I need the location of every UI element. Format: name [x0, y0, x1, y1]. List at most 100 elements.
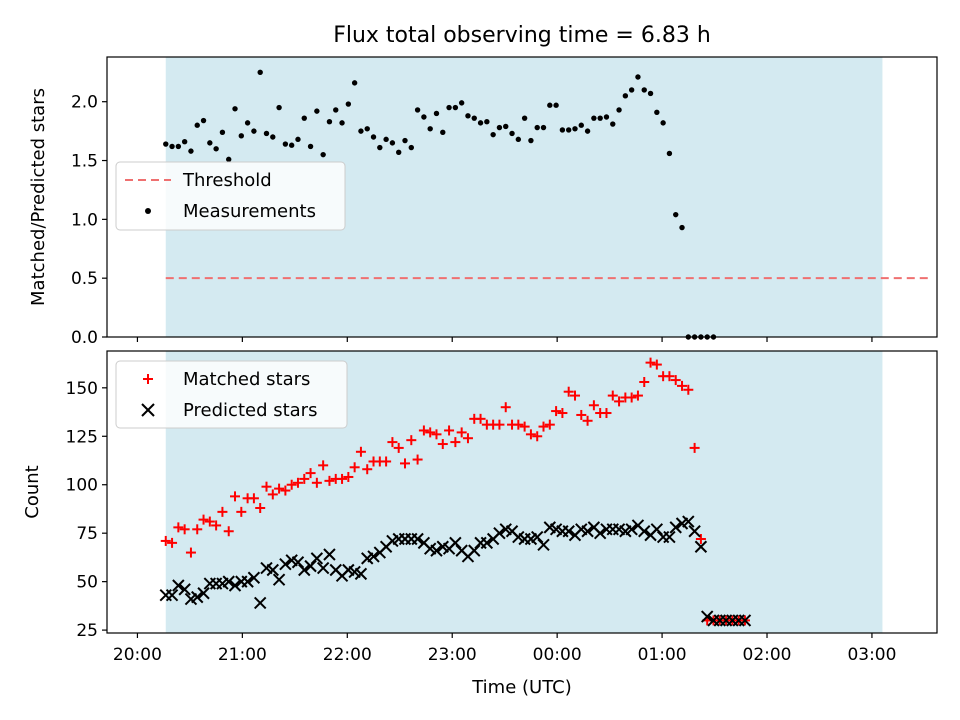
predicted-star-point	[323, 548, 336, 561]
matched-star-point	[576, 409, 587, 420]
matched-star-point	[645, 357, 656, 368]
measurement-point	[238, 133, 245, 139]
top-legend-box	[115, 161, 346, 231]
matched-star-point	[173, 522, 184, 533]
predicted-star-point	[367, 550, 380, 563]
matched-star-point	[355, 446, 366, 457]
matched-star-point	[267, 489, 278, 500]
measurement-point	[578, 122, 584, 128]
predicted-star-point	[411, 532, 424, 546]
x-axis-label: Time (UTC)	[471, 677, 572, 698]
measurement-point	[175, 143, 182, 150]
measurement-point	[207, 140, 213, 146]
matched-star-point	[185, 547, 196, 558]
measurement-point	[339, 120, 345, 126]
matched-star-point	[261, 481, 272, 492]
measurement-point	[301, 115, 307, 121]
matched-star-point	[689, 442, 700, 453]
measurement-point	[528, 137, 534, 144]
measurement-point	[295, 136, 301, 143]
measurement-point	[396, 149, 402, 155]
matched-star-point	[444, 425, 455, 436]
matched-star-point	[494, 419, 505, 430]
measurement-point	[547, 102, 553, 108]
matched-star-point	[400, 458, 411, 469]
measurement-point	[559, 127, 566, 133]
y-tick-label: 0.0	[71, 328, 98, 348]
measurement-point	[326, 119, 333, 125]
matched-star-point	[632, 390, 643, 401]
predicted-star-point	[291, 556, 305, 569]
measurement-point	[660, 120, 666, 126]
matched-star-point	[664, 371, 675, 382]
measurement-point	[421, 114, 427, 120]
matched-star-point	[299, 473, 310, 484]
matched-star-point	[538, 421, 549, 432]
x-tick-label: 23:00	[428, 645, 477, 665]
measurement-point	[641, 87, 647, 93]
matched-star-point	[311, 477, 322, 488]
matched-star-point	[670, 375, 681, 386]
matched-star-point	[425, 427, 436, 438]
matched-star-point	[223, 526, 234, 537]
measurement-point	[471, 115, 477, 121]
x-tick-label: 01:00	[638, 645, 687, 665]
measurement-point	[226, 156, 232, 163]
matched-star-point	[274, 483, 285, 494]
matched-star-point	[437, 439, 448, 450]
matched-star-point	[626, 392, 637, 403]
matched-star-point	[475, 413, 486, 424]
bottom-y-axis-label: Count	[22, 465, 43, 518]
predicted-star-point	[581, 525, 594, 538]
predicted-star-point	[266, 563, 279, 577]
predicted-star-point	[228, 579, 242, 592]
predicted-star-point	[253, 596, 267, 610]
measurement-point	[673, 211, 679, 218]
measurement-point	[188, 148, 194, 154]
top-legend: Threshold Measurements	[115, 161, 346, 231]
measurement-point	[465, 113, 471, 119]
matched-star-point	[292, 477, 303, 488]
chart-title: Flux total observing time = 6.83 h	[333, 23, 711, 48]
measurement-point	[169, 143, 175, 150]
measurement-point	[496, 124, 503, 131]
bottom-legend-box	[115, 360, 348, 429]
measurement-point	[572, 126, 578, 132]
x-tick-label: 03:00	[847, 645, 896, 665]
predicted-star-point	[172, 579, 185, 592]
predicted-star-point	[222, 575, 235, 588]
matched-star-point	[198, 514, 209, 525]
measurement-point	[433, 110, 440, 117]
predicted-legend-label: Predicted stars	[183, 400, 317, 421]
predicted-star-point	[247, 571, 261, 584]
matched-star-point	[236, 506, 247, 517]
matched-star-point	[318, 460, 329, 471]
matched-star-point	[349, 462, 360, 473]
measurement-point	[288, 142, 295, 148]
matched-star-point	[217, 506, 228, 517]
matched-star-point	[160, 535, 171, 546]
matched-star-point	[192, 524, 203, 535]
matched-star-point	[569, 390, 580, 401]
top-axes-frame	[106, 56, 938, 338]
measurement-point	[534, 124, 540, 131]
matched-star-point	[614, 396, 625, 407]
matched-star-point	[255, 502, 266, 513]
bottom-x-ticks: 20:00 21:00 22:00 23:00 00:00 01:00 02:00 03:00	[113, 633, 896, 665]
predicted-star-point	[449, 536, 462, 550]
threshold-legend-label: Threshold	[182, 170, 272, 191]
matched-star-point	[280, 485, 291, 496]
measurement-point	[565, 127, 572, 133]
measurement-point	[666, 150, 673, 157]
bottom-panel: 25 50 75 100 125 150 20:00 21:00 22:00 23:00 00:0…	[22, 350, 938, 698]
matched-star-point	[393, 442, 404, 453]
measurement-point	[263, 130, 270, 137]
measurements-legend-label: Measurements	[183, 201, 316, 222]
measurement-point	[358, 128, 364, 134]
matched-legend-label: Matched stars	[183, 369, 310, 390]
predicted-star-point	[279, 557, 292, 571]
measurement-point	[163, 141, 169, 147]
measurement-point	[257, 69, 263, 75]
y-tick-label: 0.5	[71, 269, 98, 289]
predicted-star-point	[593, 526, 607, 540]
